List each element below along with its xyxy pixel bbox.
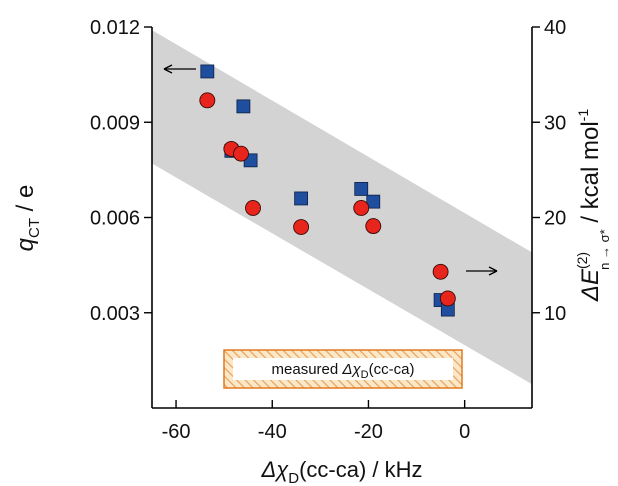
y-right-tick-label: 10 — [544, 303, 566, 325]
inset-label-background — [233, 358, 453, 380]
circle-point — [233, 145, 249, 162]
left-axis-arrow-head — [163, 64, 173, 74]
y-left-tick-label: 0.006 — [90, 208, 140, 230]
x-tick-label: -20 — [354, 421, 383, 443]
y-left-tick-label: 0.009 — [90, 112, 140, 134]
x-axis-label: ΔχD(cc-ca) / kHz — [260, 457, 422, 486]
x-tick-label: 0 — [459, 421, 470, 443]
square-point — [236, 99, 251, 114]
square-point — [354, 182, 369, 196]
x-tick-label: -60 — [162, 421, 191, 443]
y-right-tick-label: 40 — [544, 17, 566, 39]
x-tick-label: -40 — [258, 421, 287, 443]
square-point — [294, 191, 309, 206]
circle-point — [199, 92, 216, 109]
y-left-axis-label: qCT / e — [12, 185, 43, 252]
square-point — [200, 64, 215, 79]
confidence-band — [152, 30, 532, 385]
right-axis-arrow-head — [488, 266, 498, 276]
y-left-tick-label: 0.012 — [90, 17, 140, 39]
square-point — [366, 194, 381, 209]
y-left-tick-label: 0.003 — [90, 303, 140, 325]
circle-point — [439, 290, 456, 307]
right-axis-arrow — [466, 266, 498, 276]
y-right-tick-label: 30 — [544, 112, 566, 134]
circle-point — [365, 218, 382, 235]
y-right-axis-label: ΔE(2) n → σ* / kcal mol-1 — [574, 109, 612, 302]
circle-point — [245, 200, 261, 216]
inset-label: measured ΔχD(cc-ca) — [272, 361, 415, 381]
circle-point — [293, 219, 310, 235]
left-axis-arrow — [163, 64, 196, 74]
y-right-tick-label: 20 — [544, 208, 566, 230]
circle-point — [432, 263, 449, 280]
circle-point — [353, 200, 370, 216]
